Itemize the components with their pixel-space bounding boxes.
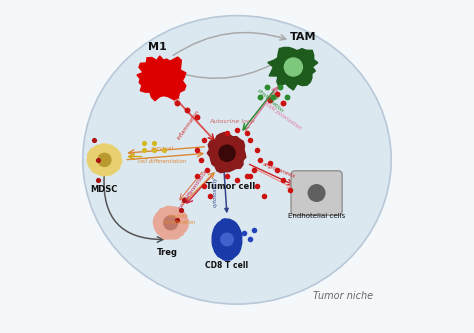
Point bbox=[193, 114, 201, 120]
Text: CD8 T cell: CD8 T cell bbox=[206, 261, 249, 270]
Point bbox=[246, 174, 254, 179]
Point bbox=[246, 137, 254, 143]
Circle shape bbox=[219, 145, 235, 161]
Text: M1: M1 bbox=[148, 42, 167, 52]
Circle shape bbox=[221, 233, 233, 246]
Point bbox=[200, 184, 208, 189]
Point bbox=[280, 101, 287, 106]
Text: Endhotelial cells: Endhotelial cells bbox=[288, 213, 345, 219]
Point bbox=[233, 177, 241, 182]
Point bbox=[253, 147, 261, 153]
Point bbox=[240, 230, 247, 235]
Point bbox=[140, 147, 148, 153]
Text: cell differentiation: cell differentiation bbox=[138, 159, 186, 164]
Point bbox=[256, 94, 264, 100]
Point bbox=[283, 94, 291, 100]
Circle shape bbox=[164, 216, 178, 230]
Text: inhibits
proliferation: inhibits proliferation bbox=[163, 214, 195, 225]
Polygon shape bbox=[153, 206, 188, 239]
Point bbox=[223, 174, 231, 179]
Point bbox=[270, 94, 277, 100]
Point bbox=[150, 147, 158, 153]
Point bbox=[197, 157, 204, 163]
Text: inflammation: inflammation bbox=[177, 109, 201, 141]
Polygon shape bbox=[137, 56, 186, 101]
Point bbox=[280, 177, 287, 182]
Point bbox=[150, 141, 158, 146]
Text: Tumor niche: Tumor niche bbox=[313, 291, 373, 301]
Point bbox=[177, 207, 184, 212]
Point bbox=[243, 174, 251, 179]
Text: survival: survival bbox=[151, 146, 174, 151]
Point bbox=[260, 194, 267, 199]
Text: Cell
proliferation: Cell proliferation bbox=[256, 83, 288, 114]
Text: Autocrine loop: Autocrine loop bbox=[209, 119, 255, 124]
Point bbox=[193, 147, 201, 153]
Point bbox=[200, 137, 208, 143]
Point bbox=[94, 177, 101, 182]
Ellipse shape bbox=[83, 16, 391, 304]
Polygon shape bbox=[268, 47, 318, 90]
Point bbox=[180, 197, 188, 202]
Text: TAM: TAM bbox=[290, 32, 317, 42]
Polygon shape bbox=[87, 144, 122, 176]
Point bbox=[256, 157, 264, 163]
Point bbox=[276, 84, 284, 90]
Point bbox=[233, 127, 241, 133]
Point bbox=[183, 108, 191, 113]
Text: angiogenesis: angiogenesis bbox=[261, 161, 296, 179]
Point bbox=[223, 131, 231, 136]
Point bbox=[160, 147, 168, 153]
Point bbox=[250, 167, 257, 172]
Text: cytotoxicity: cytotoxicity bbox=[213, 176, 218, 207]
Point bbox=[91, 137, 98, 143]
Point bbox=[243, 131, 251, 136]
Circle shape bbox=[284, 58, 302, 76]
Point bbox=[266, 161, 274, 166]
Point bbox=[273, 91, 281, 96]
Point bbox=[246, 237, 254, 242]
Point bbox=[173, 101, 181, 106]
Circle shape bbox=[308, 185, 325, 201]
Point bbox=[286, 187, 294, 192]
Point bbox=[263, 84, 271, 90]
Polygon shape bbox=[212, 219, 242, 260]
Text: MDSC: MDSC bbox=[91, 185, 118, 194]
Polygon shape bbox=[207, 133, 246, 173]
Point bbox=[203, 167, 211, 172]
Circle shape bbox=[98, 153, 111, 166]
Text: TAM polarization: TAM polarization bbox=[264, 102, 303, 131]
Text: cell differentiation: cell differentiation bbox=[178, 168, 210, 211]
Point bbox=[94, 157, 101, 163]
Point bbox=[273, 167, 281, 172]
Point bbox=[253, 184, 261, 189]
Point bbox=[173, 217, 181, 222]
Point bbox=[266, 98, 274, 103]
Text: Tumor cell: Tumor cell bbox=[206, 182, 255, 191]
Point bbox=[193, 174, 201, 179]
Point bbox=[207, 194, 214, 199]
Point bbox=[140, 141, 148, 146]
FancyBboxPatch shape bbox=[291, 171, 342, 215]
Text: Treg: Treg bbox=[157, 248, 178, 257]
Point bbox=[250, 227, 257, 232]
